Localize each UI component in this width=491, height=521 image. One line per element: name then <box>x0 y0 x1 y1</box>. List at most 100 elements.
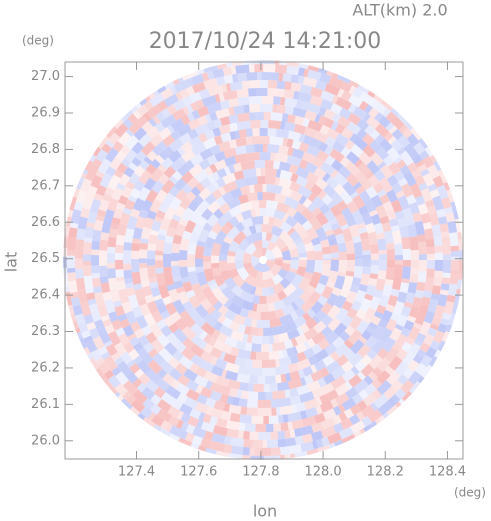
texture-cell <box>352 235 362 244</box>
texture-cell <box>362 250 371 255</box>
texture-cell <box>85 288 95 294</box>
texture-cell <box>141 121 154 134</box>
texture-cell <box>410 268 419 275</box>
texture-cell <box>295 166 310 179</box>
texture-cell <box>132 227 143 240</box>
texture-cell <box>299 391 315 403</box>
texture-cell <box>330 191 344 205</box>
texture-cell <box>392 342 403 352</box>
texture-cell <box>311 421 324 433</box>
texture-cell <box>433 304 446 320</box>
texture-cell <box>93 147 102 157</box>
texture-cell <box>401 266 411 280</box>
texture-cell <box>218 282 228 291</box>
texture-cell <box>177 290 190 305</box>
texture-cell <box>272 341 286 352</box>
texture-cell <box>341 314 354 328</box>
texture-cell <box>215 196 226 207</box>
texture-cell <box>315 405 323 415</box>
texture-cell <box>314 113 322 123</box>
texture-cell <box>216 168 227 179</box>
texture-cell <box>123 341 135 354</box>
texture-cell <box>295 242 307 254</box>
texture-cell <box>199 148 213 161</box>
texture-cell <box>141 226 152 240</box>
texture-cell <box>243 262 253 270</box>
texture-cell <box>69 291 79 299</box>
texture-cell <box>330 252 339 259</box>
texture-cell <box>315 226 328 242</box>
texture-cell <box>285 237 297 251</box>
texture-cell <box>171 261 180 266</box>
texture-cell <box>385 242 395 250</box>
texture-cell <box>114 305 125 317</box>
texture-cell <box>90 349 103 362</box>
texture-cell <box>216 76 226 86</box>
texture-cell <box>155 209 166 220</box>
texture-cell <box>294 333 308 346</box>
texture-cell <box>67 250 76 256</box>
texture-cell <box>247 383 254 392</box>
texture-cell <box>185 360 194 370</box>
texture-cell <box>224 309 237 322</box>
texture-cell <box>313 166 327 180</box>
texture-cell <box>434 270 443 278</box>
texture-cell <box>368 107 379 119</box>
texture-cell <box>272 104 278 113</box>
texture-cell <box>317 295 328 306</box>
texture-cell <box>211 433 226 444</box>
texture-cell <box>203 343 214 354</box>
texture-cell <box>334 392 350 406</box>
texture-cell <box>354 255 363 260</box>
texture-cell <box>389 218 399 227</box>
texture-cell <box>123 380 138 396</box>
texture-cell <box>434 245 443 253</box>
texture-cell <box>359 231 369 240</box>
texture-cell <box>326 127 340 140</box>
texture-cell <box>223 166 231 176</box>
texture-cell <box>239 414 252 424</box>
texture-cell <box>358 151 373 166</box>
texture-cell <box>234 259 245 270</box>
texture-cell <box>234 153 248 164</box>
texture-cell <box>132 110 142 120</box>
texture-cell <box>350 366 360 376</box>
texture-cell <box>254 111 264 121</box>
texture-cell <box>298 142 310 153</box>
texture-cell <box>250 351 257 360</box>
texture-cell <box>181 149 196 163</box>
texture-cell <box>433 330 445 344</box>
texture-cell <box>417 234 426 243</box>
texture-cell <box>215 417 228 428</box>
texture-cell <box>317 68 328 75</box>
texture-cell <box>133 342 144 352</box>
texture-cell <box>433 160 442 172</box>
texture-cell <box>289 190 303 203</box>
texture-cell <box>301 220 313 231</box>
texture-cell <box>222 90 238 101</box>
texture-cell <box>318 274 329 286</box>
texture-cell <box>102 291 112 301</box>
texture-cell <box>192 426 207 439</box>
texture-cell <box>195 245 205 259</box>
texture-cell <box>426 268 435 279</box>
texture-cell <box>402 260 411 267</box>
texture-cell <box>121 398 133 410</box>
texture-cell <box>365 185 378 199</box>
texture-cell <box>147 265 157 279</box>
texture-cell <box>302 135 312 145</box>
texture-cell <box>68 304 75 315</box>
texture-cell <box>439 223 449 233</box>
texture-cell <box>364 199 377 213</box>
texture-cell <box>338 403 346 413</box>
texture-cell <box>357 162 371 176</box>
texture-cell <box>178 260 188 268</box>
texture-cell <box>210 407 224 419</box>
texture-cell <box>209 390 222 402</box>
texture-cell <box>304 398 319 410</box>
texture-cell <box>282 73 292 83</box>
texture-cell <box>341 300 353 312</box>
texture-cell <box>391 128 404 141</box>
texture-cell <box>65 216 72 227</box>
texture-cell <box>293 296 306 309</box>
